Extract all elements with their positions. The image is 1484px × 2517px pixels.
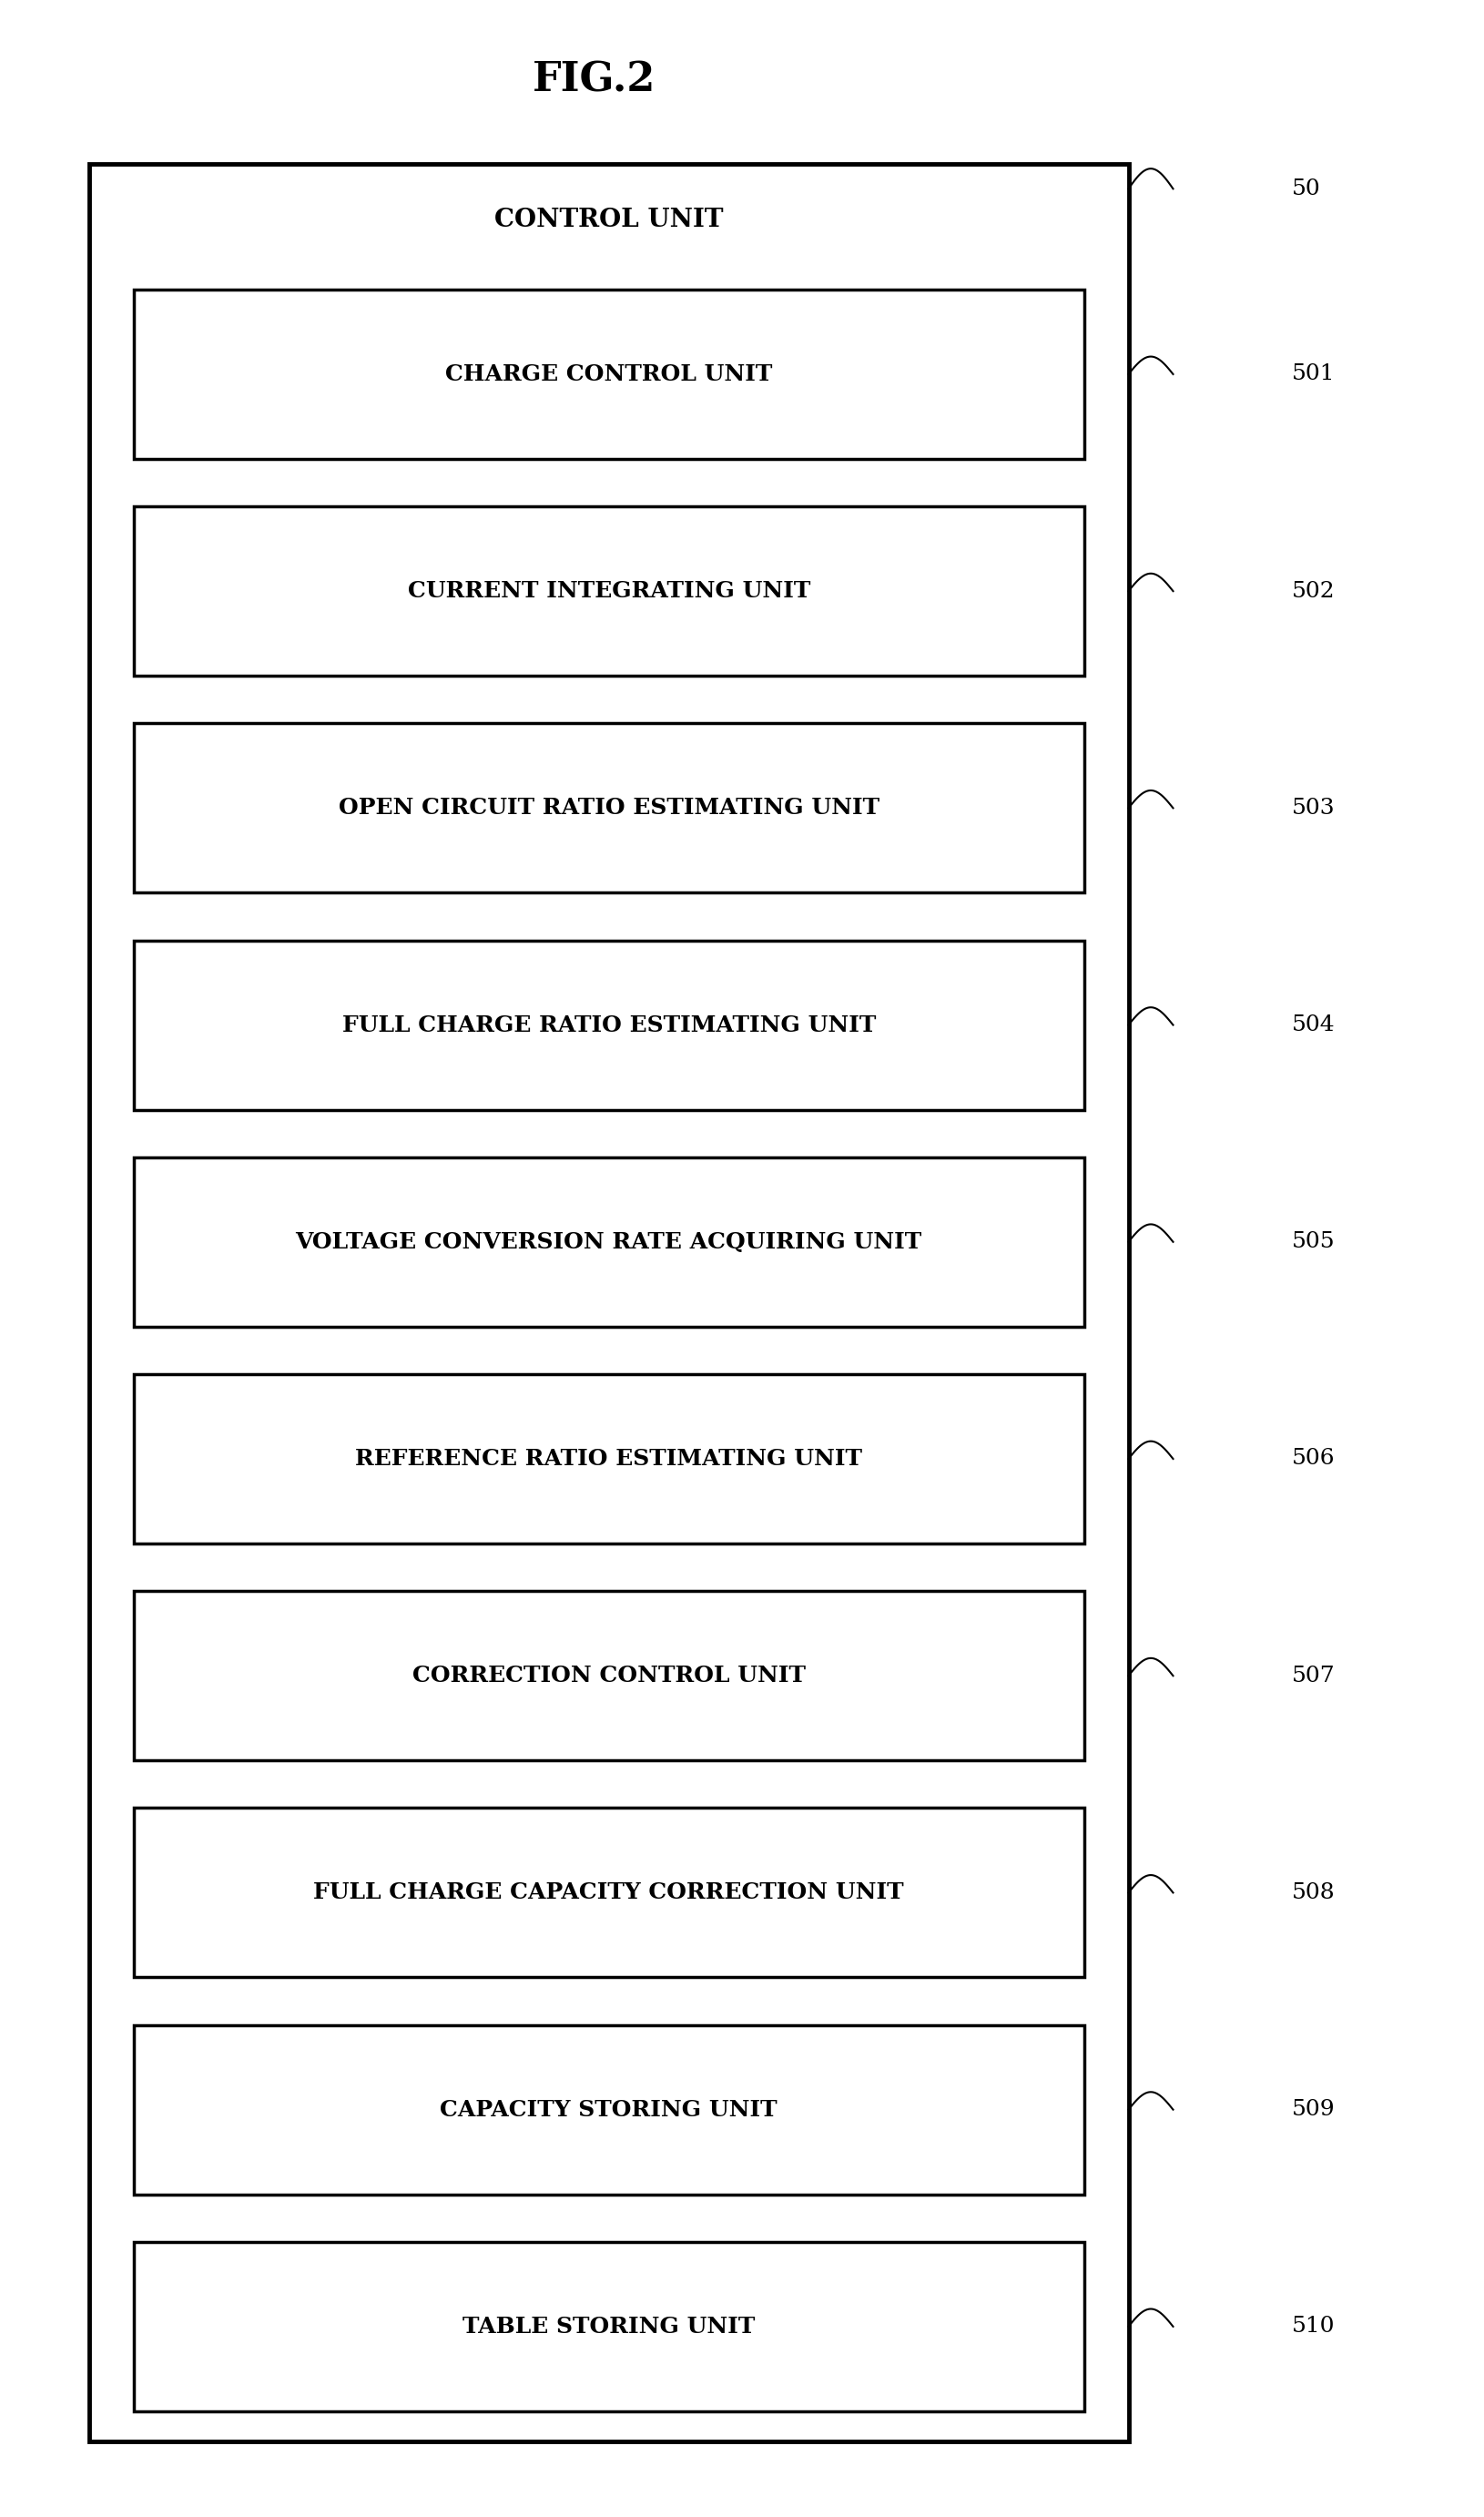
Text: 505: 505 <box>1291 1231 1334 1253</box>
Bar <box>134 722 1083 894</box>
Text: 510: 510 <box>1291 2316 1334 2336</box>
Text: 504: 504 <box>1291 1014 1334 1034</box>
Text: REFERENCE RATIO ESTIMATING UNIT: REFERENCE RATIO ESTIMATING UNIT <box>355 1447 862 1470</box>
Text: 502: 502 <box>1291 581 1334 602</box>
Text: FIG.2: FIG.2 <box>531 60 656 101</box>
Text: 503: 503 <box>1291 798 1334 818</box>
Text: OPEN CIRCUIT RATIO ESTIMATING UNIT: OPEN CIRCUIT RATIO ESTIMATING UNIT <box>338 798 879 818</box>
Bar <box>134 1591 1083 1759</box>
Text: FULL CHARGE RATIO ESTIMATING UNIT: FULL CHARGE RATIO ESTIMATING UNIT <box>341 1014 876 1037</box>
Bar <box>134 289 1083 458</box>
Text: FULL CHARGE CAPACITY CORRECTION UNIT: FULL CHARGE CAPACITY CORRECTION UNIT <box>313 1883 904 1903</box>
Text: CURRENT INTEGRATING UNIT: CURRENT INTEGRATING UNIT <box>407 581 810 602</box>
Bar <box>134 2024 1083 2195</box>
Text: CORRECTION CONTROL UNIT: CORRECTION CONTROL UNIT <box>413 1664 804 1686</box>
Bar <box>134 1158 1083 1326</box>
Bar <box>134 1374 1083 1543</box>
Text: 501: 501 <box>1291 365 1334 385</box>
Bar <box>134 2243 1083 2411</box>
Text: CONTROL UNIT: CONTROL UNIT <box>494 209 723 232</box>
Text: CAPACITY STORING UNIT: CAPACITY STORING UNIT <box>439 2099 778 2119</box>
Text: TABLE STORING UNIT: TABLE STORING UNIT <box>462 2316 755 2338</box>
Bar <box>134 1807 1083 1978</box>
Bar <box>134 506 1083 677</box>
Text: 507: 507 <box>1291 1666 1334 1686</box>
Text: 50: 50 <box>1291 179 1319 199</box>
Bar <box>89 164 1128 2441</box>
Text: CHARGE CONTROL UNIT: CHARGE CONTROL UNIT <box>445 362 772 385</box>
Bar <box>134 941 1083 1110</box>
Text: VOLTAGE CONVERSION RATE ACQUIRING UNIT: VOLTAGE CONVERSION RATE ACQUIRING UNIT <box>295 1231 922 1253</box>
Text: 509: 509 <box>1291 2099 1334 2119</box>
Text: 508: 508 <box>1291 1883 1334 1903</box>
Text: 506: 506 <box>1291 1447 1334 1470</box>
